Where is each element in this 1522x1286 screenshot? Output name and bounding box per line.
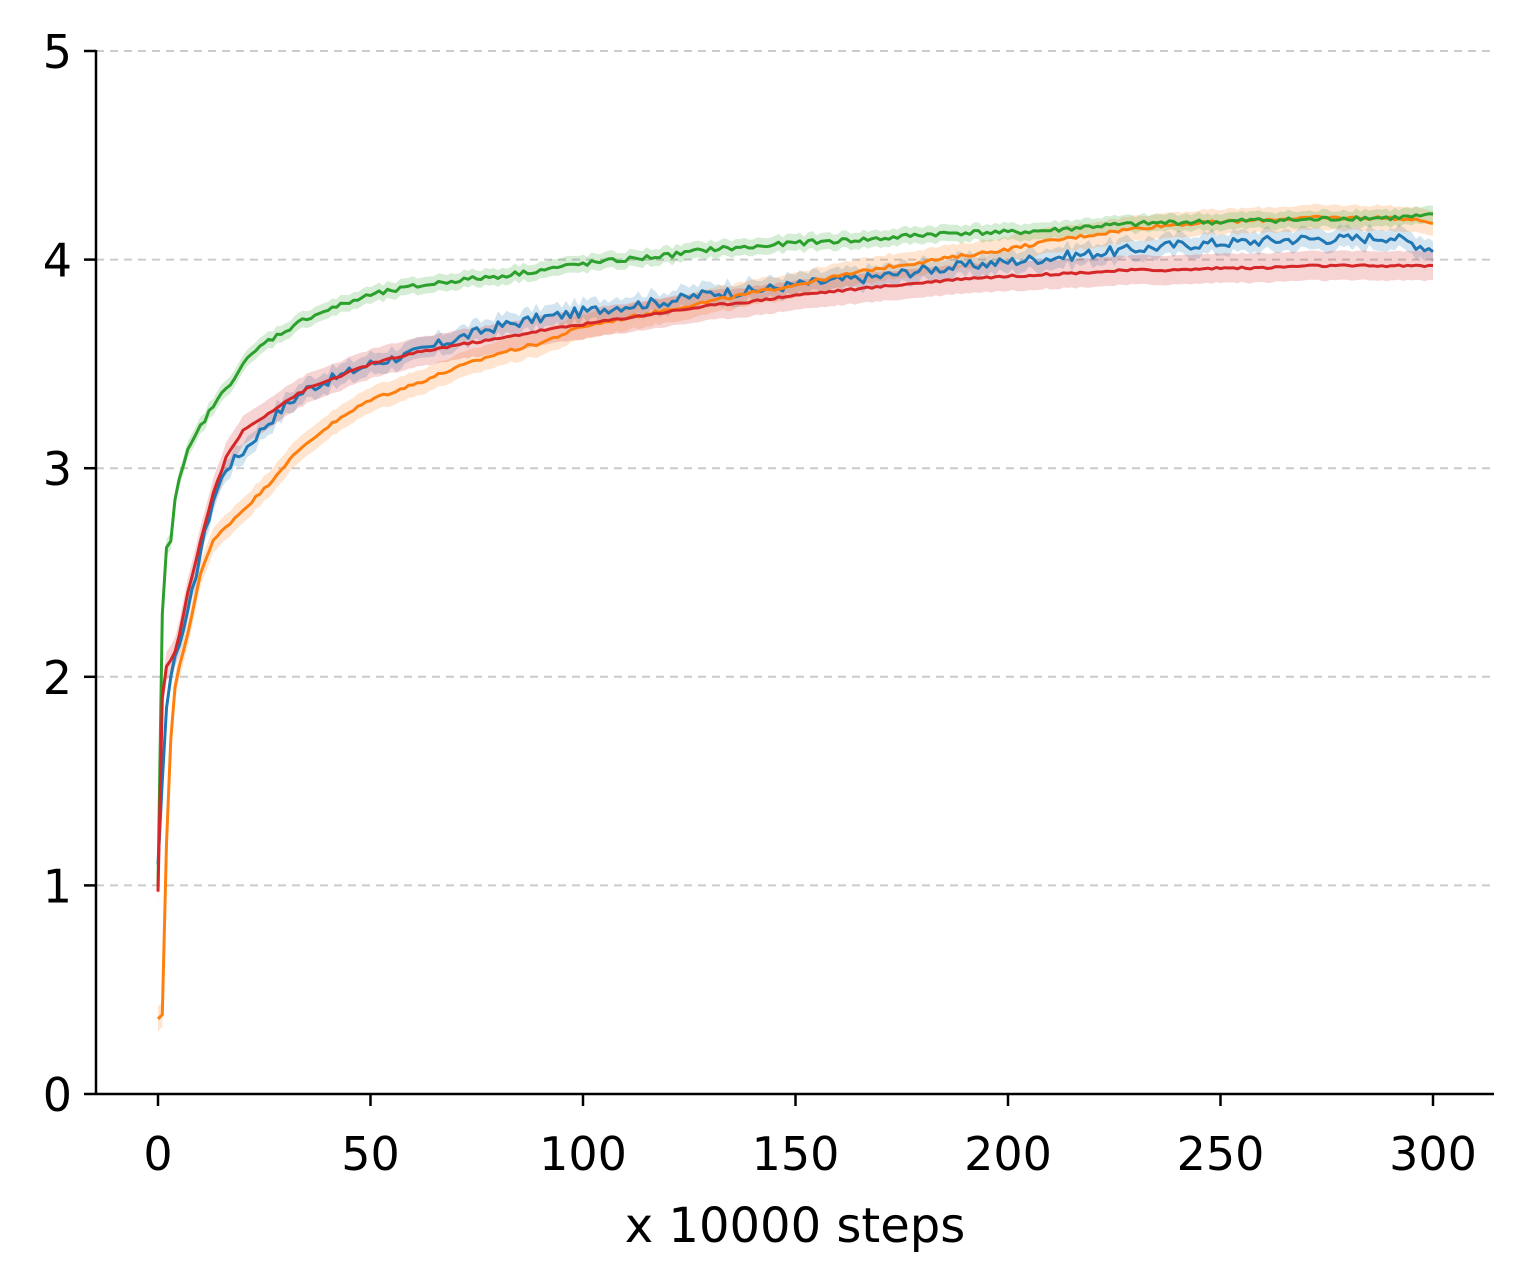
y-tick-label-5: 5 [43,25,72,79]
x-tick-label-150: 150 [752,1127,840,1181]
series-line-2 [156,214,1434,1020]
y-tick-label-3: 3 [43,442,72,496]
x-tick-label-200: 200 [964,1127,1052,1181]
series-band-1 [158,223,1433,875]
x-ticks: 0 50 100 150 200 250 300 [143,1094,1477,1181]
y-tick-label-1: 1 [43,859,72,913]
series-line-3 [156,212,1434,886]
y-ticks: 0 1 2 3 4 5 [43,25,96,1122]
series-band-4 [158,250,1433,907]
x-tick-label-100: 100 [539,1127,627,1181]
series-line-1 [156,232,1434,865]
x-tick-label-250: 250 [1177,1127,1265,1181]
grid-lines [96,50,1494,887]
x-tick-label-50: 50 [341,1127,400,1181]
series-band-2 [158,203,1433,1032]
series-line-4 [156,263,1434,892]
series-lines [156,212,1434,1020]
x-axis-title: x 10000 steps [625,1198,965,1254]
y-tick-label-2: 2 [43,651,72,705]
x-tick-label-0: 0 [143,1127,172,1181]
y-tick-label-0: 0 [43,1068,72,1122]
x-tick-label-300: 300 [1389,1127,1477,1181]
y-tick-label-4: 4 [43,234,72,288]
confidence-bands [158,203,1433,1032]
